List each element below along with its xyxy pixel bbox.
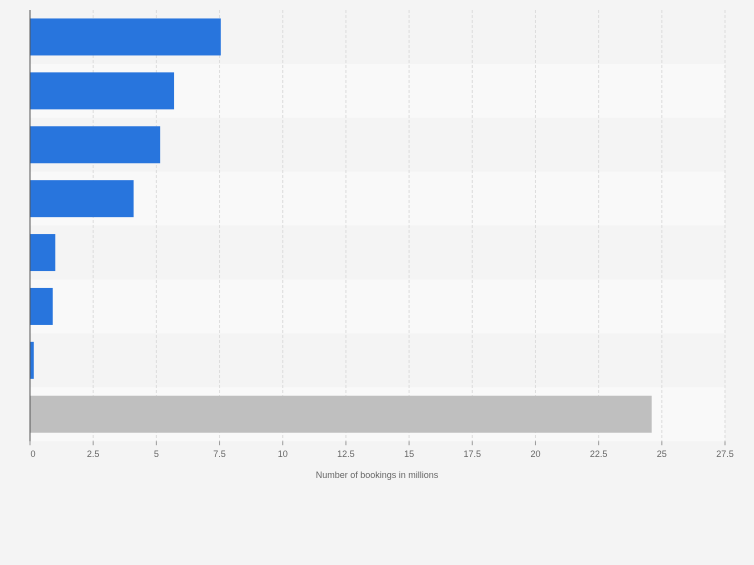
bars <box>30 18 652 433</box>
bar <box>30 126 161 164</box>
x-tick-labels: 0 2.5 5 7.5 10 12.5 15 17.5 20 22.5 25 27.5 <box>30 449 733 459</box>
x-tick-label: 25 <box>657 449 667 459</box>
bar <box>30 180 134 218</box>
x-tick-label: 15 <box>404 449 414 459</box>
x-tick-label: 5 <box>154 449 159 459</box>
bar <box>30 72 175 110</box>
x-tick-label: 0 <box>30 449 35 459</box>
axes <box>29 10 726 446</box>
bar <box>30 395 652 433</box>
bar <box>30 341 34 379</box>
bar <box>30 18 221 56</box>
x-tick-label: 12.5 <box>337 449 355 459</box>
bar <box>30 287 53 325</box>
row-band <box>30 333 725 388</box>
x-tick-label: 17.5 <box>464 449 482 459</box>
x-axis-label: Number of bookings in millions <box>316 470 439 480</box>
x-tick-label: 7.5 <box>213 449 226 459</box>
bar <box>30 234 56 272</box>
row-band <box>30 171 725 226</box>
x-tick-label: 27.5 <box>716 449 734 459</box>
x-tick-label: 20 <box>530 449 540 459</box>
row-band <box>30 279 725 334</box>
x-tick-label: 10 <box>278 449 288 459</box>
x-tick-label: 22.5 <box>590 449 608 459</box>
row-band <box>30 225 725 280</box>
x-tick-label: 2.5 <box>87 449 100 459</box>
